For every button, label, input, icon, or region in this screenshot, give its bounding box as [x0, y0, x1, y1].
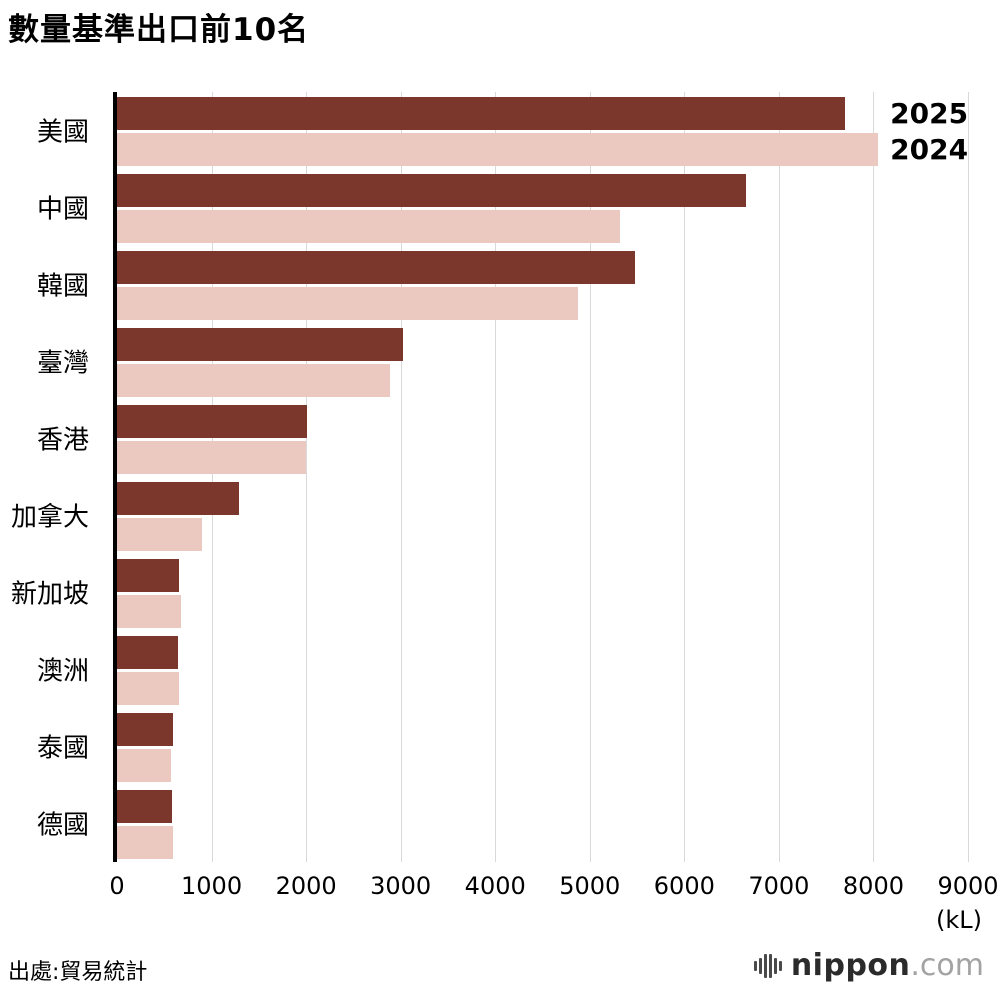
category-label: 泰國: [36, 733, 89, 764]
brand-name: nippon: [790, 948, 911, 983]
category-label: 香港: [36, 425, 89, 456]
legend-2024: 2024: [890, 133, 969, 166]
bar-2024: [117, 287, 579, 320]
bar-2024: [117, 749, 171, 782]
x-tick-label: 3000: [370, 872, 432, 900]
bar-2025: [117, 790, 172, 823]
bar-2025: [117, 482, 239, 515]
soundwave-icon: [753, 951, 782, 981]
chart-title: 數量基準出口前10名: [8, 12, 310, 48]
category-label: 德國: [36, 810, 89, 841]
x-tick-label: 9000: [937, 872, 999, 900]
bar-2025: [117, 174, 746, 207]
x-tick-label: 2000: [275, 872, 337, 900]
bar-2024: [117, 595, 182, 628]
bar-2025: [117, 251, 636, 284]
category-label: 中國: [36, 194, 89, 225]
gridline: [778, 92, 780, 862]
gridline: [873, 92, 875, 862]
x-tick-label: 8000: [842, 872, 904, 900]
x-tick-label: 7000: [748, 872, 810, 900]
bar-2025: [117, 405, 308, 438]
source-note: 出處:貿易統計: [8, 960, 148, 985]
x-tick-label: 1000: [181, 872, 243, 900]
bar-2024: [117, 133, 879, 166]
x-tick-label: 5000: [559, 872, 621, 900]
gridline: [968, 92, 969, 862]
category-label: 新加坡: [10, 579, 89, 610]
x-tick-label: 0: [109, 872, 125, 900]
bar-2024: [117, 210, 621, 243]
plot-area: 美國中國韓國臺灣香港加拿大新加坡澳洲泰國德國 2025 2024: [11, 92, 969, 862]
gridline: [589, 92, 591, 862]
gridline: [211, 92, 213, 862]
bar-2025: [117, 97, 846, 130]
gridline: [306, 92, 308, 862]
category-label: 臺灣: [36, 348, 89, 379]
x-axis-ticks: 0 1000 2000 3000 4000 5000 6000 7000 8000 9000: [109, 872, 998, 902]
bar-2025: [117, 636, 178, 669]
gridline: [495, 92, 497, 862]
category-label: 加拿大: [10, 502, 89, 533]
category-label: 美國: [36, 117, 89, 148]
category-label: 澳洲: [36, 656, 89, 687]
bar-2024: [117, 518, 203, 551]
gridline: [400, 92, 402, 862]
gridline: [684, 92, 686, 862]
category-label: 韓國: [36, 271, 89, 302]
y-axis-line: [113, 92, 117, 862]
bar-2025: [117, 328, 403, 361]
legend-2025: 2025: [890, 97, 969, 130]
bar-2024: [117, 672, 180, 705]
nippon-logo: nippon.com: [753, 948, 984, 983]
bar-2025: [117, 559, 180, 592]
bar-2025: [117, 713, 173, 746]
x-tick-label: 6000: [653, 872, 715, 900]
unit-label: (kL): [936, 906, 982, 934]
x-tick-label: 4000: [464, 872, 526, 900]
bar-2024: [117, 441, 307, 474]
bar-2024: [117, 826, 173, 859]
brand-tld: .com: [910, 948, 984, 983]
bar-2024: [117, 364, 391, 397]
